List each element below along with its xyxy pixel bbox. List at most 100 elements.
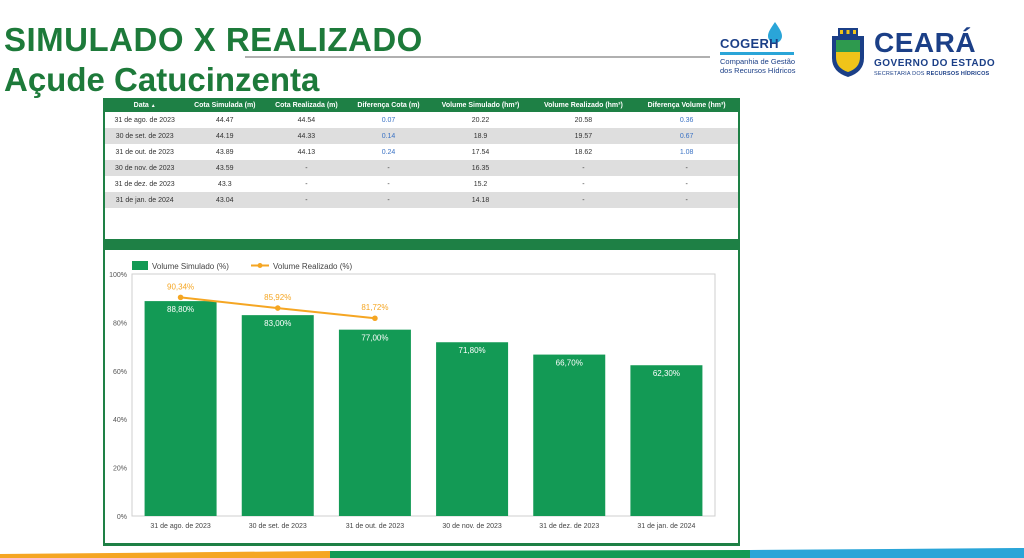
bar-data-label: 77,00% xyxy=(361,334,388,343)
table-cell: 1.08 xyxy=(679,148,694,156)
column-header-volume-realizado[interactable]: Volume Realizado (hm³) xyxy=(531,99,636,112)
bar-data-label: 71,80% xyxy=(459,346,486,355)
y-tick-label: 100% xyxy=(109,272,127,279)
chart-card: 0% 20% 40% 60% 80% 100% Volume Simulado (%) Vol… xyxy=(105,250,738,543)
chart-bar xyxy=(533,354,606,516)
cogerh-logo: COGERH Companhia de Gestão dos Recursos … xyxy=(717,22,799,84)
table-row: 31 de ago. de 2023 44.47 44.54 0.07 20.2… xyxy=(105,112,738,128)
state-name: CEARÁ xyxy=(874,27,977,58)
table-cell: 0.07 xyxy=(381,116,396,124)
line-point xyxy=(177,294,184,301)
table-cell: 18.62 xyxy=(574,148,593,156)
bar-data-label: 88,80% xyxy=(167,305,194,314)
x-tick-label: 31 de dez. de 2023 xyxy=(539,523,599,530)
line-point xyxy=(372,315,378,322)
bar-data-label: 83,00% xyxy=(264,319,291,328)
table-row: 31 de out. de 2023 43.89 44.13 0.24 17.5… xyxy=(105,144,738,160)
chart-bar xyxy=(630,365,703,516)
legend-label-realizado: Volume Realizado (%) xyxy=(273,262,352,271)
table-cell: 18.9 xyxy=(429,128,532,144)
table-cell: 19.57 xyxy=(531,128,636,144)
chart-bar xyxy=(241,315,314,516)
table-cell: 0.14 xyxy=(347,128,430,144)
legend-label-simulado: Volume Simulado (%) xyxy=(152,262,229,271)
table-cell: - xyxy=(635,160,738,176)
table-cell: - xyxy=(635,192,738,208)
cogerh-underline xyxy=(720,52,794,55)
volume-chart: 0% 20% 40% 60% 80% 100% Volume Simulado (%) Vol… xyxy=(109,261,716,530)
x-tick-label: 30 de nov. de 2023 xyxy=(442,523,502,530)
x-tick-label: 30 de set. de 2023 xyxy=(249,523,307,530)
table-cell: 43.89 xyxy=(216,148,234,156)
data-table-card: Data ▲ Cota Simulada (m) Cota Realizada … xyxy=(105,99,738,239)
table-cell: 44.19 xyxy=(184,128,266,144)
table-cell: 17.54 xyxy=(471,148,490,156)
table-cell: 0.67 xyxy=(635,128,738,144)
table-cell: 20.22 xyxy=(471,116,490,124)
table-row: 30 de nov. de 2023 43.59 - - 16.35 - - xyxy=(105,160,738,176)
table-cell: - xyxy=(265,160,348,176)
state-crest-icon xyxy=(832,28,864,77)
column-header-diferenca-cota[interactable]: Diferença Cota (m) xyxy=(347,99,430,112)
chart-bar xyxy=(338,329,411,516)
table-cell: 31 de ago. de 2023 xyxy=(114,116,175,124)
x-tick-label: 31 de jan. de 2024 xyxy=(637,523,695,530)
bar-data-label: 62,30% xyxy=(653,369,680,378)
page-subtitle: Açude Catucinzenta xyxy=(4,61,320,98)
footer-stripes xyxy=(0,548,1024,558)
column-header-label: Data xyxy=(133,102,149,109)
column-header-cota-simulada[interactable]: Cota Simulada (m) xyxy=(184,99,266,112)
table-cell: 43.59 xyxy=(184,160,266,176)
sort-ascending-icon: ▲ xyxy=(150,103,156,109)
table-cell: - xyxy=(387,180,390,188)
bar-data-label: 66,70% xyxy=(556,359,583,368)
cogerh-subtitle: Companhia de Gestão dos Recursos Hídrico… xyxy=(720,57,800,75)
column-header-diferenca-volume[interactable]: Diferença Volume (hm³) xyxy=(635,99,738,112)
x-tick-label: 31 de out. de 2023 xyxy=(346,523,404,530)
table-cell: 43.3 xyxy=(217,180,232,188)
legend-bar-swatch xyxy=(132,261,148,270)
state-government: GOVERNO DO ESTADO xyxy=(874,58,996,69)
line-point xyxy=(274,305,281,311)
data-table: Data ▲ Cota Simulada (m) Cota Realizada … xyxy=(105,99,738,208)
table-row: 31 de jan. de 2024 43.04 - - 14.18 - - xyxy=(105,192,738,208)
table-row: 31 de dez. de 2023 43.3 - - 15.2 - - xyxy=(105,176,738,192)
line-data-label: 81,72% xyxy=(361,303,388,312)
y-tick-label: 20% xyxy=(113,466,127,473)
table-cell: 44.47 xyxy=(216,116,234,124)
secretariat-bold: RECURSOS HÍDRICOS xyxy=(926,71,990,77)
table-cell: 30 de set. de 2023 xyxy=(105,128,185,144)
table-cell: 31 de jan. de 2024 xyxy=(105,192,185,208)
column-header-volume-simulado[interactable]: Volume Simulado (hm³) xyxy=(429,99,532,112)
y-tick-label: 0% xyxy=(117,514,127,521)
plot-area xyxy=(131,273,716,517)
column-header-cota-realizada[interactable]: Cota Realizada (m) xyxy=(265,99,348,112)
chart-bar xyxy=(144,301,217,516)
table-cell: 20.58 xyxy=(574,116,593,124)
y-tick-label: 40% xyxy=(113,417,127,424)
table-cell: - xyxy=(305,180,308,188)
table-cell: 43.04 xyxy=(184,192,266,208)
cogerh-name: COGERH xyxy=(720,36,779,51)
line-data-label: 90,34% xyxy=(167,282,194,291)
table-cell: - xyxy=(347,160,430,176)
cogerh-subtitle-line2: dos Recursos Hídricos xyxy=(720,66,796,75)
chart-bar xyxy=(436,342,509,516)
table-header-row: Data ▲ Cota Simulada (m) Cota Realizada … xyxy=(105,99,738,112)
column-header-date[interactable]: Data ▲ xyxy=(105,99,185,112)
table-cell: 31 de out. de 2023 xyxy=(115,148,174,156)
table-cell: 44.33 xyxy=(265,128,348,144)
title-divider xyxy=(245,56,710,58)
table-cell: 30 de nov. de 2023 xyxy=(105,160,185,176)
table-cell: 44.13 xyxy=(297,148,316,156)
secretariat-prefix: SECRETARIA DOS xyxy=(874,71,925,77)
cogerh-subtitle-line1: Companhia de Gestão xyxy=(720,57,796,66)
table-cell: - xyxy=(582,180,585,188)
table-cell: 44.54 xyxy=(297,116,316,124)
table-cell: - xyxy=(531,160,636,176)
y-tick-label: 80% xyxy=(113,320,127,327)
table-cell: 0.36 xyxy=(679,116,694,124)
table-cell: 0.24 xyxy=(381,148,396,156)
table-cell: 15.2 xyxy=(473,180,488,188)
line-data-label: 85,92% xyxy=(264,293,291,302)
